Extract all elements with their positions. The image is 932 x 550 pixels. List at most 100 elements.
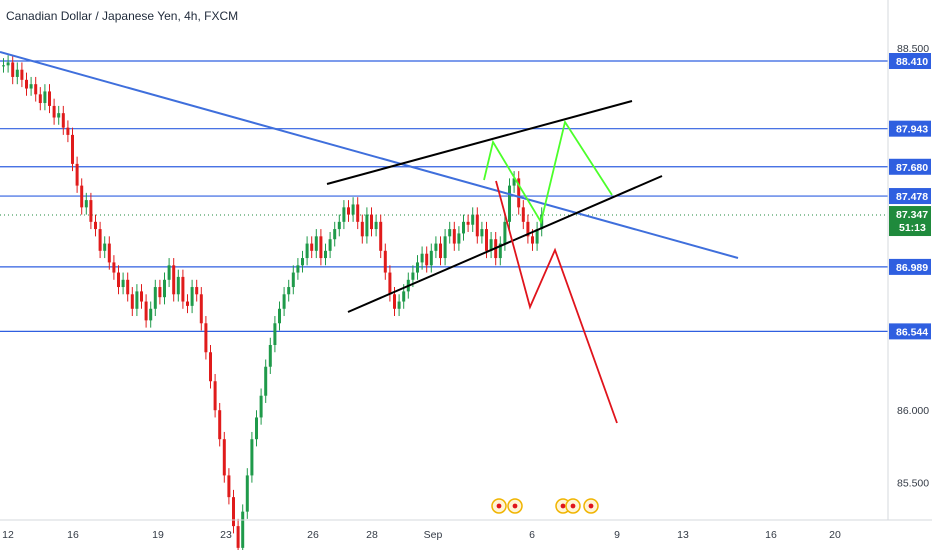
candle-body (291, 272, 295, 288)
candle-body (227, 475, 231, 498)
level-price-tag-text: 86.544 (896, 326, 928, 338)
level-price-tag-text: 87.478 (896, 191, 928, 203)
candle-body (374, 221, 378, 230)
price-tick-label: 86.000 (897, 405, 929, 417)
candle-body (135, 291, 139, 309)
candle-body (443, 236, 447, 259)
candle-body (209, 352, 212, 382)
channel-lower-line (347, 175, 663, 313)
candle-body (52, 105, 56, 118)
candle-body (365, 214, 369, 237)
time-tick-label: 23 (220, 529, 232, 541)
event-marker-dot (570, 503, 576, 509)
level-price-tag (889, 53, 931, 69)
level-price-tag (889, 158, 931, 175)
candle-body (512, 178, 516, 186)
candle-body (57, 113, 61, 118)
event-marker-dot (560, 503, 566, 509)
candle-body (370, 214, 373, 230)
candle-body (521, 207, 525, 222)
candle-body (360, 221, 364, 237)
time-tick-label: 28 (366, 529, 378, 541)
candle-body (379, 221, 383, 251)
current-price-value: 87.347 (896, 209, 928, 221)
time-tick-label: Sep (424, 529, 443, 541)
time-tick-label: 6 (529, 529, 535, 541)
candle-body (176, 276, 180, 295)
time-tick-label: 9 (614, 529, 620, 541)
candle-body (301, 258, 304, 266)
candle-body (333, 229, 337, 240)
candle-body (310, 243, 314, 251)
candle-body (296, 265, 300, 273)
candle-body (94, 221, 97, 230)
candle-body (153, 287, 157, 309)
candle-body (259, 395, 263, 418)
candle-body (489, 239, 493, 251)
candle-body (158, 287, 162, 298)
candle-body (186, 301, 189, 306)
current-price-tag (889, 206, 931, 237)
candle-body (448, 229, 452, 237)
candle-body (75, 163, 79, 186)
time-tick-label: 16 (765, 529, 777, 541)
event-markers (491, 498, 599, 514)
candle-body (282, 294, 286, 309)
candle-body (181, 276, 185, 302)
candle-body (429, 250, 433, 266)
candle-body (190, 287, 194, 306)
candle-body (140, 291, 143, 302)
candle-body (89, 200, 93, 222)
candle-body (117, 272, 120, 288)
candle-body (452, 229, 456, 244)
candle-body (498, 243, 502, 259)
candle-body (268, 345, 272, 367)
candle-body (526, 221, 530, 237)
candle-body (439, 243, 442, 259)
candle-body (84, 200, 88, 208)
candle-body (388, 272, 392, 295)
candle-body (278, 308, 281, 324)
candle-body (342, 207, 346, 222)
candle-body (218, 410, 222, 440)
bullish-projection-path (483, 119, 613, 225)
level-price-tag-text: 88.410 (896, 56, 928, 68)
candle-body (305, 243, 309, 259)
candle-body (462, 221, 465, 234)
candle-body (466, 221, 470, 225)
candle-body (149, 308, 153, 321)
candle-body (416, 262, 419, 273)
candle-body (103, 243, 107, 251)
candle-body (121, 279, 125, 288)
candle-body (273, 323, 277, 346)
candle-body (420, 253, 424, 263)
time-tick-label: 16 (67, 529, 79, 541)
candle-body (480, 229, 484, 237)
event-marker-dot (588, 503, 594, 509)
descending-trend-line (0, 51, 739, 259)
time-tick-label: 13 (677, 529, 689, 541)
candle-body (535, 229, 539, 244)
horizontal-levels (0, 60, 888, 332)
event-marker-dot (512, 503, 518, 509)
candle-body (25, 79, 28, 89)
drawings (0, 51, 739, 424)
candle-body (172, 265, 176, 295)
price-scale: 88.500 86.000 85.500 88.410 87.943 87.680 87.4… (887, 0, 931, 520)
candle-body (20, 69, 24, 80)
candle-body (328, 239, 332, 251)
candle-body (245, 475, 249, 512)
candle-body (199, 294, 203, 324)
time-axis: 12 16 19 23 26 28 Sep 6 9 13 16 20 (0, 519, 932, 541)
candle-body (287, 287, 291, 295)
candle-body (250, 439, 254, 476)
candle-body (98, 229, 102, 251)
candle-body (264, 366, 268, 396)
candle-body (204, 323, 208, 353)
price-tick-label: 85.500 (897, 478, 929, 490)
candle-body (397, 301, 401, 309)
candle-body (112, 262, 116, 273)
level-price-tag-text: 87.943 (896, 124, 928, 136)
candle-body (195, 287, 199, 295)
